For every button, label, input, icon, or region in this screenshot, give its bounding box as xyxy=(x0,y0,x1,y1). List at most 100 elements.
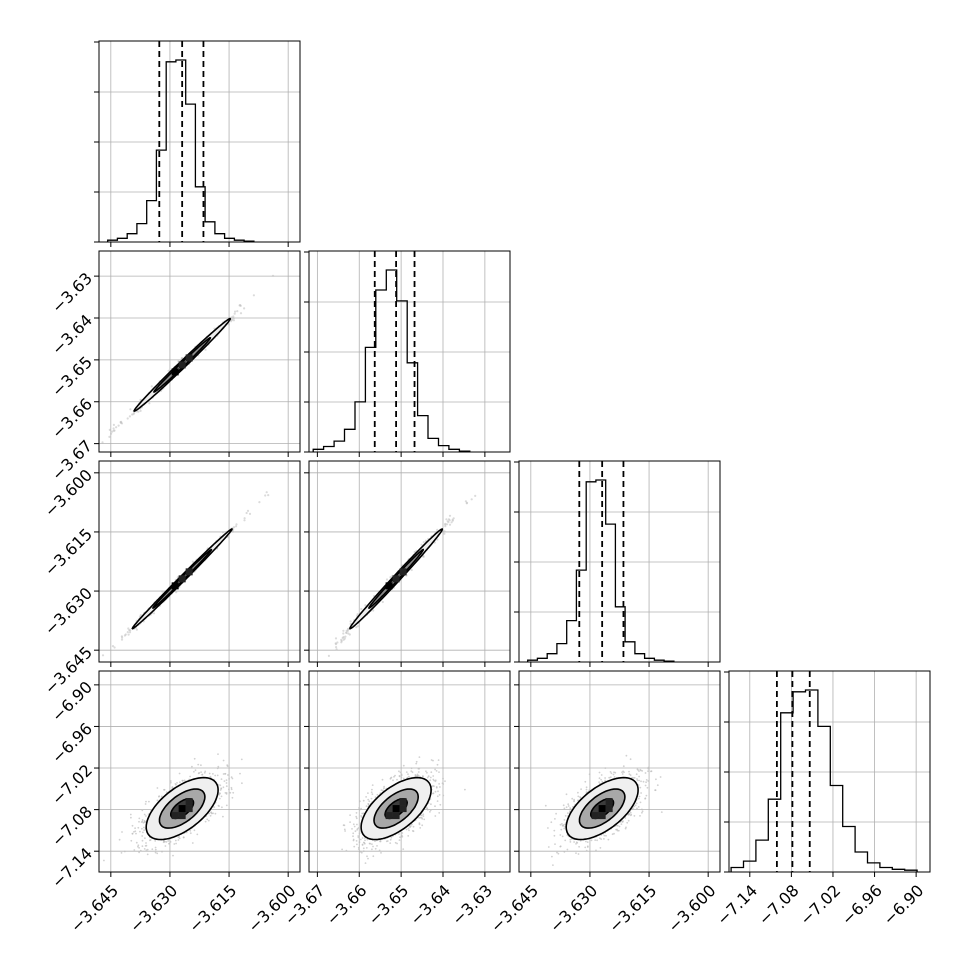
sample-point xyxy=(145,815,147,817)
sample-point xyxy=(240,758,243,761)
sample-point xyxy=(644,784,647,787)
density-layer xyxy=(103,753,243,862)
sample-point xyxy=(353,825,356,828)
sample-point xyxy=(450,521,453,524)
sample-point xyxy=(150,385,153,388)
sample-point xyxy=(470,498,473,501)
sample-point xyxy=(434,815,437,817)
sample-point xyxy=(362,812,365,815)
sample-point xyxy=(340,641,343,644)
hist-panel-p3: −7.14−7.08−7.02−6.96−6.90 xyxy=(713,670,931,929)
sample-point xyxy=(156,799,159,802)
sample-point xyxy=(442,783,445,785)
density-peak xyxy=(185,798,193,806)
sample-point xyxy=(637,806,640,808)
sample-point xyxy=(139,409,142,412)
sample-point xyxy=(130,839,133,842)
y-tick-label: −3.630 xyxy=(41,584,96,639)
sample-point xyxy=(204,770,207,773)
sample-point xyxy=(176,782,178,784)
sample-point xyxy=(371,784,374,786)
sample-point xyxy=(588,773,591,776)
sample-point xyxy=(225,779,228,781)
hist-bar xyxy=(418,416,428,452)
sample-point xyxy=(639,801,642,804)
sample-point xyxy=(143,848,146,850)
y-tick-label: −3.63 xyxy=(48,269,96,317)
sample-point xyxy=(111,645,115,648)
sample-point xyxy=(121,831,123,833)
sample-point xyxy=(567,803,570,806)
panel-frame xyxy=(308,460,511,663)
hist-bar xyxy=(324,447,334,452)
sample-point xyxy=(165,841,168,843)
density-peak xyxy=(171,812,179,820)
x-tick-label: −3.65 xyxy=(364,881,412,929)
sample-point xyxy=(355,817,358,820)
sample-point xyxy=(219,784,222,787)
sample-point xyxy=(233,312,236,315)
hist-bar xyxy=(186,104,196,242)
density-peak xyxy=(178,812,186,820)
density-peak xyxy=(178,361,186,369)
density-peak xyxy=(185,568,193,576)
sample-point xyxy=(220,778,223,780)
sample-point xyxy=(120,635,123,638)
sample-point xyxy=(438,794,441,796)
density-peak xyxy=(171,368,179,376)
sample-point xyxy=(143,829,146,831)
sample-point xyxy=(232,791,235,794)
hist-outline xyxy=(107,59,255,242)
sample-point xyxy=(426,776,429,779)
sample-point xyxy=(160,795,163,798)
sample-point xyxy=(423,818,426,821)
sample-point xyxy=(139,830,141,833)
hist-bar xyxy=(127,234,137,242)
sample-point xyxy=(258,501,261,504)
sample-point xyxy=(427,775,430,778)
sample-point xyxy=(222,759,225,762)
sample-point xyxy=(422,541,425,544)
sample-point xyxy=(133,831,135,833)
hist-bar xyxy=(793,692,805,872)
sample-point xyxy=(367,798,370,801)
sample-point xyxy=(239,772,241,775)
sample-point xyxy=(371,793,374,796)
sample-point xyxy=(206,818,209,821)
sample-point xyxy=(410,568,413,572)
sample-point xyxy=(231,796,234,799)
sample-point xyxy=(624,817,627,819)
y-tick-label: −3.615 xyxy=(41,525,96,580)
sample-point xyxy=(141,819,144,821)
sample-point xyxy=(141,839,144,842)
sample-point xyxy=(444,525,447,528)
sample-point xyxy=(357,835,360,837)
sample-point xyxy=(101,654,105,657)
sample-point xyxy=(438,812,441,814)
sample-point xyxy=(129,813,132,816)
sample-point xyxy=(355,815,358,818)
sample-point xyxy=(385,578,389,581)
sample-point xyxy=(417,774,420,777)
sample-point xyxy=(622,765,625,768)
sample-point xyxy=(152,612,156,615)
panel-frame xyxy=(518,460,721,663)
panel-frame xyxy=(98,250,301,453)
density-peak xyxy=(185,805,193,813)
sample-point xyxy=(352,832,355,835)
hist-bar xyxy=(156,150,166,242)
sample-point xyxy=(232,319,235,322)
sample-point xyxy=(203,771,206,774)
x-tick-label: −7.08 xyxy=(755,881,803,929)
sample-point xyxy=(352,838,355,841)
sample-point xyxy=(165,791,168,794)
sample-point xyxy=(437,759,440,761)
sample-point xyxy=(327,654,330,658)
sample-point xyxy=(438,771,440,773)
sample-point xyxy=(145,844,148,847)
sample-point xyxy=(398,775,401,777)
sample-point xyxy=(335,646,338,649)
sample-point xyxy=(579,796,581,798)
sample-point xyxy=(371,848,373,851)
sample-point xyxy=(364,839,366,842)
